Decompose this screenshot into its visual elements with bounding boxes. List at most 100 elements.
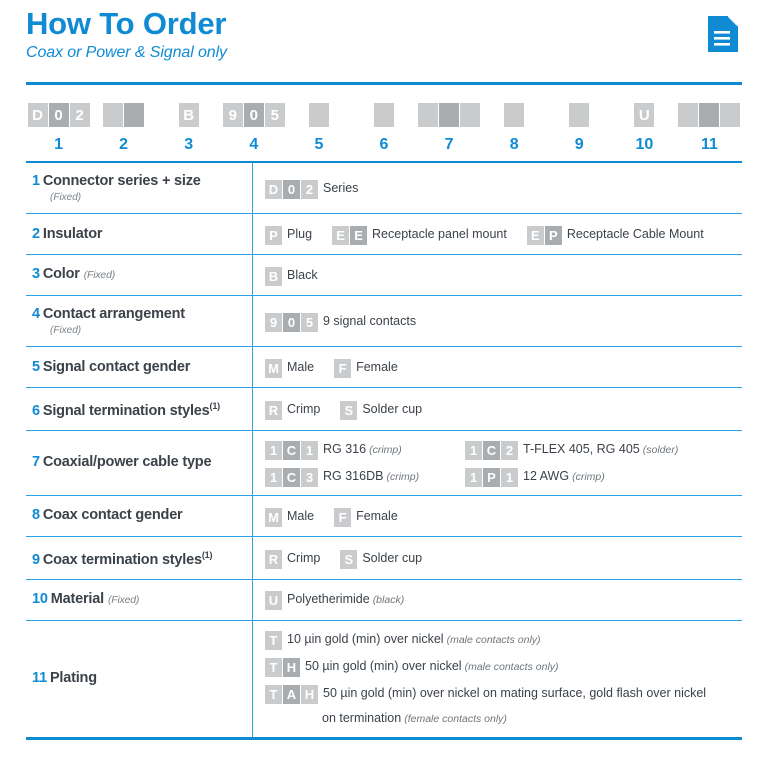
option-item[interactable]: B Black [265, 265, 318, 286]
part-number-position-8: 8 [482, 103, 547, 154]
row-label-cell: 6 Signal termination styles(1) [26, 388, 253, 430]
option-label: Solder cup [362, 400, 422, 419]
option-code-box: 1 [265, 467, 282, 487]
row-footnote-marker: (1) [209, 401, 221, 411]
option-item[interactable]: R Crimp [265, 548, 320, 569]
option-item[interactable]: E E Receptacle panel mount [332, 224, 507, 245]
row-options-cell: M Male F Female [253, 496, 742, 536]
part-number-boxes [417, 103, 482, 127]
part-number-index: 5 [314, 136, 324, 153]
option-line: M Male F Female [265, 506, 736, 527]
option-code: M [265, 359, 282, 378]
option-item[interactable]: T H 50 µin gold (min) over nickel (male con… [265, 656, 559, 677]
row-options-cell: P Plug E E Receptacle panel mount E P Receptacl… [253, 214, 742, 254]
option-code-box: T [265, 630, 282, 650]
row-index: 1 [32, 173, 40, 189]
part-number-box [678, 103, 699, 127]
part-number-strip: D 0 2 1 2 B 3 9 0 5 4 5 6 7 8 9 U 10 11 [26, 103, 742, 155]
option-item[interactable]: S Solder cup [340, 399, 422, 420]
option-code-box: D [265, 180, 282, 199]
table-row: 4 Contact arrangement (Fixed) 9 0 5 9 signal c… [26, 296, 742, 347]
option-code-box: C [483, 440, 500, 460]
table-row: 5 Signal contact gender M Male F Female [26, 347, 742, 388]
option-item[interactable]: M Male [265, 357, 314, 378]
part-number-position-5: 5 [286, 103, 351, 154]
option-item[interactable]: 1 C 3 RG 316DB (crimp) [265, 466, 445, 487]
document-icon[interactable] [706, 14, 740, 54]
row-label-line: 11 Plating [32, 669, 242, 688]
option-label-text: Polyetherimide [287, 592, 370, 607]
row-label-line: 8 Coax contact gender [32, 506, 242, 525]
part-number-index: 4 [249, 136, 259, 153]
row-index: 10 [32, 590, 48, 607]
option-line: R Crimp S Solder cup [265, 399, 736, 420]
option-note: (crimp) [572, 470, 605, 483]
option-label-text: RG 316 [323, 441, 367, 456]
option-line: P Plug E E Receptacle panel mount E P Receptacl… [265, 224, 736, 245]
row-index: 7 [32, 454, 40, 471]
option-label-text: 12 AWG [523, 468, 570, 483]
part-number-position-7: 7 [417, 103, 482, 154]
option-item[interactable]: 1 P 1 12 AWG (crimp) [465, 466, 736, 487]
option-item[interactable]: T A H 50 µin gold (min) over nickel on mati… [265, 683, 707, 704]
part-number-boxes [547, 103, 612, 127]
page-title: How To Order [26, 6, 227, 41]
option-code-box: 1 [501, 467, 518, 487]
option-code-box: P [265, 226, 282, 245]
part-number-index: 11 [700, 136, 718, 153]
table-row: 1 Connector series + size (Fixed) D 0 2 Series [26, 163, 742, 214]
option-code-box: 2 [501, 440, 518, 460]
option-code-box: C [283, 440, 300, 460]
row-fixed-note: (Fixed) [50, 192, 82, 203]
option-line: M Male F Female [265, 357, 736, 378]
part-number-index: 2 [119, 136, 129, 153]
option-code-box: 2 [301, 180, 318, 199]
row-label-line: 2 Insulator [32, 225, 242, 244]
option-label-text: Receptacle Cable Mount [566, 227, 704, 241]
option-code-box: H [283, 657, 300, 677]
option-item[interactable]: U Polyetherimide (black) [265, 589, 404, 611]
option-label-text: 50 µin gold (min) over nickel on mating … [323, 685, 707, 700]
option-code-box: 0 [283, 313, 300, 332]
option-code-box: 9 [265, 313, 282, 332]
option-code-box: 1 [465, 440, 482, 460]
page-subtitle: Coax or Power & Signal only [26, 44, 227, 61]
part-number-box: 2 [69, 103, 90, 127]
option-item[interactable]: D 0 2 Series [265, 178, 358, 199]
option-item[interactable]: E P Receptacle Cable Mount [526, 224, 704, 245]
option-code-box: M [265, 507, 282, 527]
option-item[interactable]: F Female [334, 357, 398, 378]
row-fixed-note: (Fixed) [83, 269, 116, 281]
option-label: Crimp [287, 549, 320, 568]
option-item[interactable]: S Solder cup [340, 548, 422, 569]
row-options-cell: T 10 µin gold (min) over nickel (male cont… [253, 621, 742, 737]
option-item[interactable]: M Male [265, 506, 314, 527]
option-item[interactable]: 1 C 2 T-FLEX 405, RG 405 (solder) [465, 439, 716, 460]
option-code-box: F [334, 507, 352, 527]
part-number-box [124, 103, 145, 127]
option-item[interactable]: T 10 µin gold (min) over nickel (male cont… [265, 629, 541, 650]
option-code-box: C [283, 467, 300, 487]
option-item[interactable]: R Crimp [265, 399, 320, 420]
row-title: Material [50, 590, 104, 607]
option-item[interactable]: 1 C 1 RG 316 (crimp) [265, 439, 445, 460]
option-line: U Polyetherimide (black) [265, 589, 736, 611]
option-label: Male [287, 507, 314, 526]
option-line: R Crimp S Solder cup [265, 548, 736, 569]
option-label-text: Crimp [287, 550, 321, 565]
option-item[interactable]: P Plug [265, 224, 312, 245]
row-label-line: 7 Coaxial/power cable type [32, 453, 242, 472]
option-code-box: 1 [301, 440, 318, 460]
part-number-box [699, 103, 720, 127]
row-index: 2 [32, 225, 40, 242]
option-item[interactable]: F Female [334, 506, 398, 527]
option-line: T H 50 µin gold (min) over nickel (male con… [265, 656, 736, 677]
option-label-text: RG 316DB [323, 468, 384, 483]
option-code: U [265, 591, 282, 611]
option-code: M [265, 507, 282, 527]
